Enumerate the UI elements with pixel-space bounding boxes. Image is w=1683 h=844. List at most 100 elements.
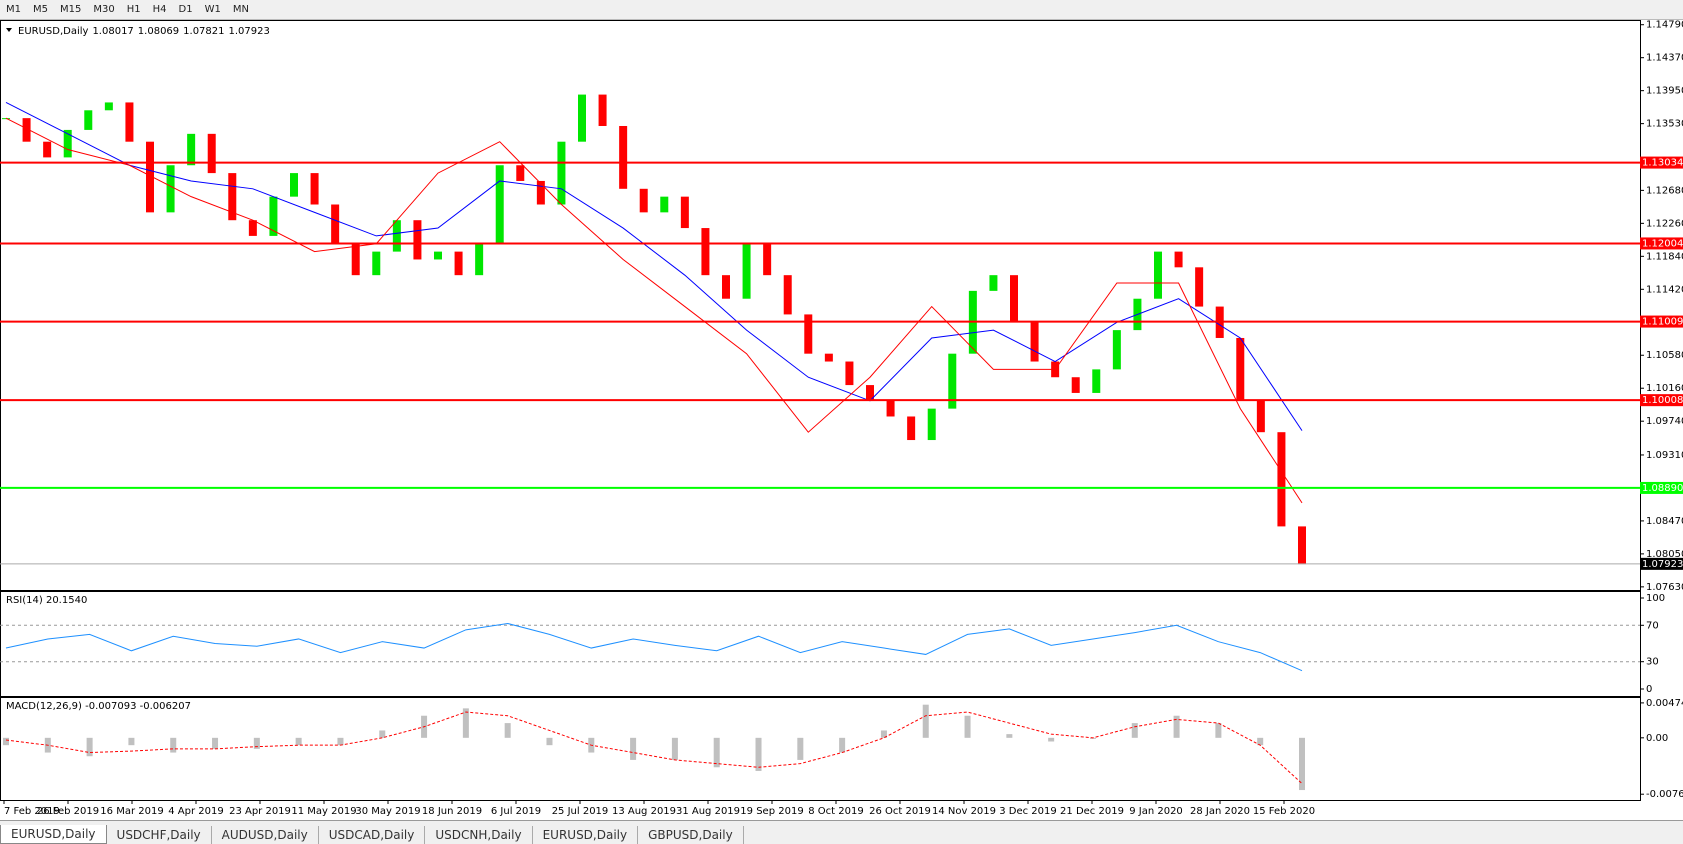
period-button[interactable]: H4 [152, 4, 167, 15]
macd-bar [1048, 737, 1055, 742]
x-tick-label: 25 Jul 2019 [552, 806, 609, 817]
x-tick-label: 28 Jan 2020 [1190, 806, 1250, 817]
chart-tab[interactable]: EURUSD,Daily [533, 826, 639, 844]
chart-tab[interactable]: USDCHF,Daily [107, 826, 212, 844]
chart: 1.14790 1.14370 1.13950 1.13530 1.12680 1.122… [0, 20, 1683, 820]
x-tick-label: 9 Jan 2020 [1129, 806, 1183, 817]
candle [1010, 275, 1018, 323]
candle [701, 228, 710, 276]
candle [1030, 322, 1039, 362]
period-button[interactable]: M5 [33, 4, 48, 15]
candle [824, 353, 833, 362]
collapse-arrow [6, 28, 12, 32]
y-tick-label: 1.10160 [1646, 383, 1683, 394]
x-tick-label: 23 Apr 2019 [229, 806, 291, 817]
header-value: EURUSD,Daily [18, 26, 89, 37]
macd-signal [5, 711, 1303, 784]
macd-bar [713, 737, 720, 768]
candle [125, 102, 134, 142]
chart-tab[interactable]: GBPUSD,Daily [638, 826, 744, 844]
x-tick-label: 26 Oct 2019 [869, 806, 931, 817]
macd-bar [922, 704, 929, 738]
period-button[interactable]: M30 [93, 4, 115, 15]
moving-average [5, 101, 1303, 431]
y-tick-label: 0.00 [1646, 733, 1668, 744]
macd-bar [839, 737, 846, 753]
current-price-label-bg [1640, 557, 1683, 570]
y-tick-label: 1.14370 [1646, 53, 1683, 64]
candle [989, 275, 998, 291]
candle [619, 125, 628, 189]
pane-frame [0, 20, 1641, 591]
header-value: 1.07923 [229, 26, 270, 37]
toolbar: M1 M5 M15 M30 H1 H4 D1 W1 MN [0, 0, 1683, 20]
candle [1236, 337, 1245, 401]
x-tick-label: 11 May 2019 [291, 806, 356, 817]
macd-bar [964, 715, 971, 738]
candle [475, 243, 484, 276]
macd-bar [462, 708, 469, 738]
candle [166, 165, 175, 213]
x-tick-label: 4 Apr 2019 [168, 806, 223, 817]
candle [310, 173, 319, 205]
macd-bar [880, 730, 887, 738]
period-button[interactable]: MN [232, 4, 249, 15]
candle [392, 220, 401, 252]
macd-title: MACD(12,26,9) -0.007093 -0.006207 [6, 701, 191, 712]
x-tick-label: 26 Feb 2019 [37, 806, 99, 817]
y-tick-label: 0 [1646, 684, 1652, 695]
macd-bar [671, 737, 678, 760]
candle [660, 196, 669, 213]
candle [598, 94, 607, 126]
candle [413, 220, 422, 260]
candle [886, 400, 895, 417]
y-tick-label: 1.13530 [1646, 119, 1683, 130]
y-tick-label: 1.12260 [1646, 218, 1683, 229]
period-button[interactable]: M15 [60, 4, 82, 15]
tab-bar: EURUSD,Daily USDCHF,Daily AUDUSD,Daily USDC… [0, 820, 1683, 844]
pane-frame [0, 697, 1641, 801]
level-label: 1.13034 [1642, 158, 1683, 169]
candle [639, 188, 648, 213]
chart-tab[interactable]: USDCAD,Daily [319, 826, 426, 844]
candle [43, 141, 52, 158]
x-tick-label: 13 Aug 2019 [612, 806, 676, 817]
period-button[interactable]: H1 [126, 4, 141, 15]
x-tick-label: 21 Dec 2019 [1060, 806, 1124, 817]
candle [1092, 369, 1101, 393]
current-price-label: 1.07923 [1642, 559, 1683, 570]
chart-tab[interactable]: USDCNH,Daily [425, 826, 533, 844]
macd-bar [170, 737, 177, 753]
x-tick-label: 8 Oct 2019 [808, 806, 863, 817]
level-label: 1.11009 [1642, 317, 1683, 328]
level-label-bg [1640, 315, 1683, 328]
y-tick-label: 1.10580 [1646, 350, 1683, 361]
candle [1298, 526, 1306, 565]
pane-frame [0, 591, 1641, 697]
x-tick-label: 6 Jul 2019 [491, 806, 541, 817]
x-tick-label: 15 Feb 2020 [1253, 806, 1315, 817]
period-button[interactable]: W1 [204, 4, 221, 15]
level-label: 1.12004 [1642, 238, 1683, 249]
y-tick-label: 1.11420 [1646, 284, 1683, 295]
macd-bar [86, 737, 93, 757]
candle [290, 173, 298, 197]
candle [84, 110, 93, 130]
y-tick-label: 1.14790 [1646, 20, 1683, 31]
candle [207, 133, 216, 174]
x-tick-label: 31 Aug 2019 [676, 806, 740, 817]
chart-tab[interactable]: AUDUSD,Daily [212, 826, 319, 844]
y-tick-label: 100 [1646, 593, 1665, 604]
candle [22, 118, 31, 142]
candle [907, 416, 916, 441]
macd-bar [504, 723, 511, 738]
y-tick-label: -0.007656 [1646, 789, 1683, 800]
candle [372, 251, 381, 276]
macd-bar [1131, 723, 1138, 738]
candle [783, 275, 792, 315]
candle [454, 251, 463, 276]
period-button[interactable]: M1 [6, 4, 21, 15]
chart-tab[interactable]: EURUSD,Daily [0, 825, 107, 844]
period-button[interactable]: D1 [178, 4, 193, 15]
